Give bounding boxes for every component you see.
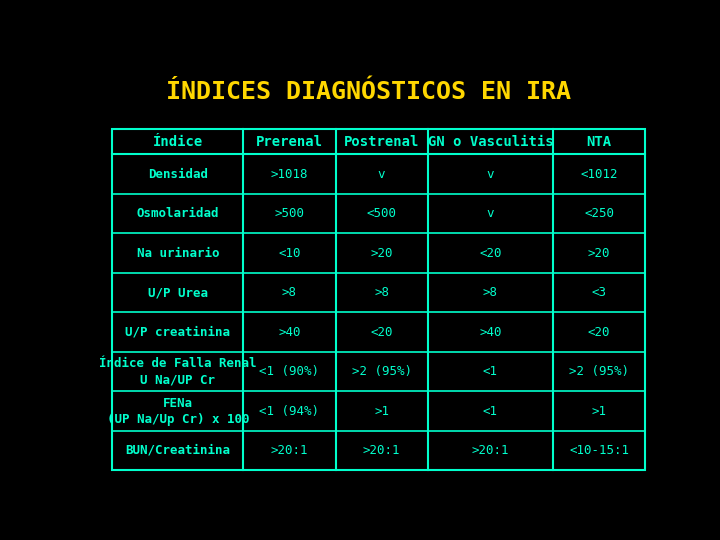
Bar (112, 129, 645, 470)
Text: v: v (487, 168, 494, 181)
Text: ÍNDICES DIAGNÓSTICOS EN IRA: ÍNDICES DIAGNÓSTICOS EN IRA (166, 80, 572, 104)
Text: <1012: <1012 (580, 168, 618, 181)
Text: Postrenal: Postrenal (344, 135, 419, 149)
Text: >1: >1 (374, 404, 389, 417)
Text: >1: >1 (592, 404, 607, 417)
Text: U/P Urea: U/P Urea (148, 286, 208, 299)
Text: >1018: >1018 (271, 168, 308, 181)
Text: >20:1: >20:1 (363, 444, 400, 457)
Text: v: v (378, 168, 385, 181)
Text: <1 (90%): <1 (90%) (259, 365, 320, 378)
Text: Índice: Índice (153, 135, 203, 149)
Text: <250: <250 (584, 207, 614, 220)
Text: >20:1: >20:1 (271, 444, 308, 457)
Text: Prerenal: Prerenal (256, 135, 323, 149)
Text: <20: <20 (370, 326, 393, 339)
Text: >20:1: >20:1 (472, 444, 509, 457)
Text: >40: >40 (479, 326, 502, 339)
Text: GN o Vasculitis: GN o Vasculitis (428, 135, 553, 149)
Text: >8: >8 (374, 286, 389, 299)
Text: <1 (94%): <1 (94%) (259, 404, 320, 417)
Text: BUN/Creatinina: BUN/Creatinina (125, 444, 230, 457)
Text: Osmolaridad: Osmolaridad (137, 207, 219, 220)
Text: NTA: NTA (587, 135, 612, 149)
Text: >8: >8 (282, 286, 297, 299)
Text: <20: <20 (479, 247, 502, 260)
Text: >2 (95%): >2 (95%) (570, 365, 629, 378)
Text: <10-15:1: <10-15:1 (570, 444, 629, 457)
Text: FENa
(UP Na/Up Cr) x 100: FENa (UP Na/Up Cr) x 100 (107, 396, 249, 426)
Text: Na urinario: Na urinario (137, 247, 219, 260)
Text: <500: <500 (366, 207, 397, 220)
Text: Índice de Falla Renal
U Na/UP Cr: Índice de Falla Renal U Na/UP Cr (99, 357, 256, 386)
Text: >8: >8 (483, 286, 498, 299)
Text: >20: >20 (588, 247, 611, 260)
Text: <1: <1 (483, 365, 498, 378)
Text: >40: >40 (278, 326, 301, 339)
Text: >2 (95%): >2 (95%) (351, 365, 412, 378)
Text: <1: <1 (483, 404, 498, 417)
Text: >20: >20 (370, 247, 393, 260)
Text: >500: >500 (274, 207, 305, 220)
Text: <3: <3 (592, 286, 607, 299)
Text: v: v (487, 207, 494, 220)
Text: Densidad: Densidad (148, 168, 208, 181)
Text: <20: <20 (588, 326, 611, 339)
Text: U/P creatinina: U/P creatinina (125, 326, 230, 339)
Text: <10: <10 (278, 247, 301, 260)
